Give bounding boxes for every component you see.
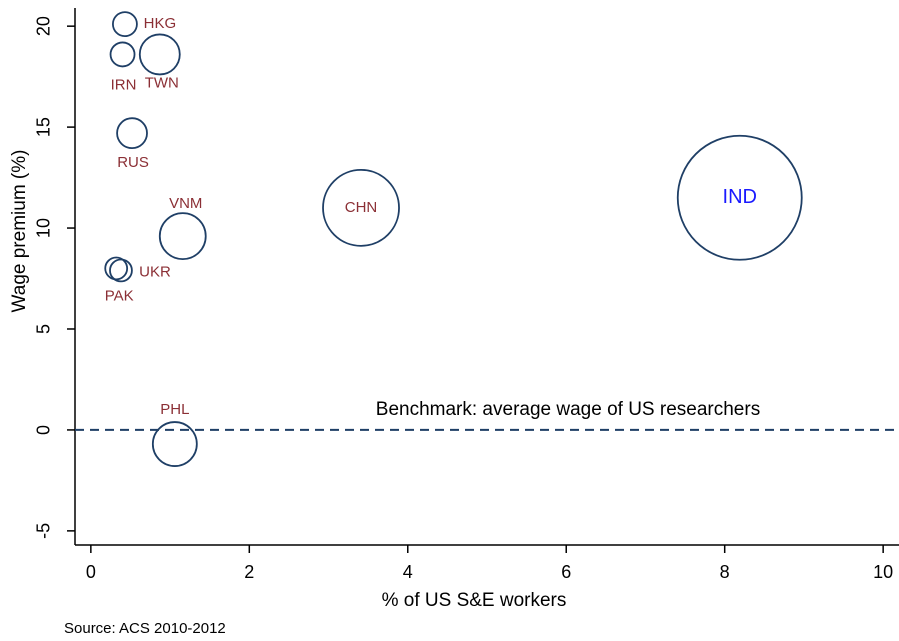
bubble [138,33,181,76]
point-label: TWN [145,74,179,91]
point-label: UKR [139,263,171,280]
y-tick-label: 15 [34,117,54,137]
y-tick-label: -5 [34,523,54,539]
bubble [109,258,133,283]
source-note: Source: ACS 2010-2012 [64,620,226,637]
point-label: IND [723,186,757,208]
point-label: PHL [160,401,189,418]
bubble [676,134,803,261]
x-tick-label: 6 [561,562,571,582]
annotation: Benchmark: average wage of US researcher… [376,399,760,420]
point-label: HKG [144,15,177,32]
y-tick-label: 5 [34,324,54,334]
x-tick-label: 10 [873,562,893,582]
y-tick-label: 20 [34,16,54,36]
point-label: CHN [345,199,378,216]
point-label: PAK [105,287,134,304]
point-label: VNM [169,195,202,212]
bubble [116,117,148,150]
bubble [112,11,138,38]
x-tick-label: 8 [720,562,730,582]
point-label: IRN [111,76,137,93]
y-tick-label: 10 [34,218,54,238]
x-tick-label: 2 [244,562,254,582]
y-tick-label: 0 [34,425,54,435]
bubble [158,212,207,261]
bubble [322,168,400,247]
x-tick-label: 4 [403,562,413,582]
x-tick-label: 0 [86,562,96,582]
bubble [151,421,198,467]
x-axis-title: % of US S&E workers [382,590,567,611]
point-label: RUS [117,154,149,171]
y-axis-title: Wage premium (%) [9,150,30,313]
bubble [109,41,136,68]
